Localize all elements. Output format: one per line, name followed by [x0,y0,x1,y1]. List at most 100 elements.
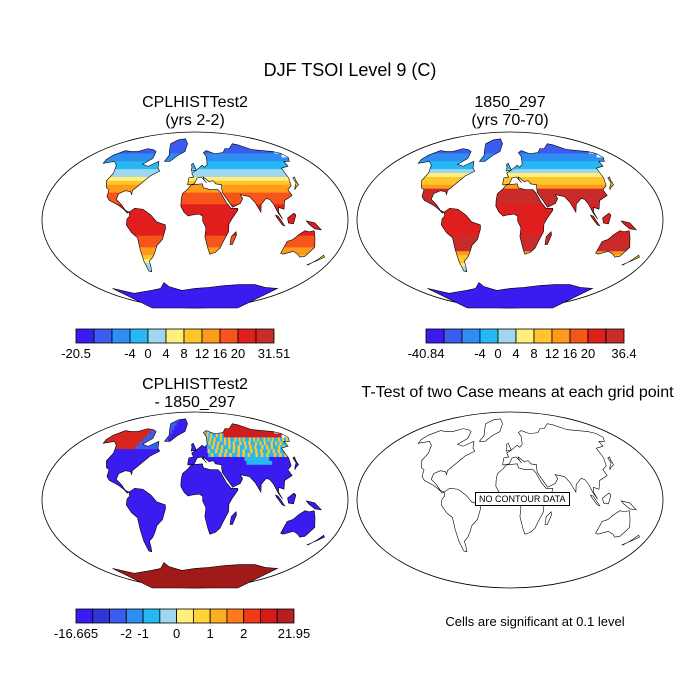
field-cell [132,184,137,190]
field-cell [113,200,118,205]
field-cell [147,173,151,178]
field-cell [557,145,560,151]
field-cell [467,169,471,174]
field-cell [431,165,435,170]
field-cell [204,235,209,241]
field-cell [222,216,227,221]
field-cell [281,173,285,178]
field-cell [469,165,473,170]
field-cell [121,161,125,166]
field-cell [429,157,432,162]
field-cell [165,290,168,295]
field-cell [221,231,226,237]
field-cell [147,165,151,170]
field-cell [214,176,218,182]
field-cell [203,149,207,155]
field-cell [296,239,300,245]
field-cell [206,306,209,308]
field-cell [124,173,128,178]
field-cell [221,200,225,205]
field-cell [128,161,132,166]
field-cell [541,157,544,162]
field-cell [223,153,227,159]
field-cell [228,161,232,166]
field-cell [494,138,496,143]
field-cell [134,176,138,182]
field-cell [200,286,204,291]
field-cell [181,138,184,143]
field-cell [129,153,133,159]
field-cell [131,153,135,159]
field-cell [139,149,142,155]
field-cell [307,247,312,252]
field-cell [175,306,177,308]
field-cell [202,165,206,170]
field-cell [221,306,223,308]
field-cell [180,138,183,143]
field-cell [214,239,219,245]
field-cell [586,153,590,159]
field-cell [228,165,232,170]
field-cell [204,165,208,170]
field-cell [117,180,122,186]
field-cell [127,188,132,194]
field-cell [275,157,279,162]
field-cell [555,145,558,151]
field-cell [202,294,206,299]
field-cell [254,286,257,291]
field-cell [164,302,167,307]
field-cell [192,302,195,307]
field-cell [301,247,306,252]
panel-1-title-line2: (yrs 2-2) [165,112,225,129]
field-cell [571,153,574,159]
field-cell [268,184,273,190]
field-cell [152,169,156,174]
field-cell [153,243,158,248]
field-cell [219,306,222,308]
field-cell [268,161,272,166]
field-cell [188,212,193,217]
field-cell [129,173,133,178]
field-cell [307,243,311,248]
field-cell [267,192,271,198]
panel-2-title: 1850_297 (yrs 70-70) [355,94,665,130]
field-cell [240,188,245,194]
coastline-britain [190,162,197,172]
field-cell [235,153,238,159]
field-cell [112,153,116,159]
field-cell [208,290,212,295]
field-cell [217,306,220,308]
field-cell [219,157,223,162]
field-cell [452,161,456,166]
field-cell [217,169,221,174]
field-cell [585,161,589,166]
field-cell [228,290,231,295]
field-cell [244,286,248,291]
field-cell [592,153,595,159]
field-cell [145,157,148,162]
field-cell [151,235,156,241]
field-cell [257,149,261,155]
field-cell [197,306,199,308]
field-cell [487,145,491,151]
field-cell [144,231,149,237]
field-cell [567,169,571,174]
field-cell [251,184,255,190]
field-cell [186,302,189,307]
field-cell [119,165,123,170]
field-cell [109,180,113,186]
field-cell [171,141,174,147]
field-cell [238,176,243,182]
field-cell [244,157,248,162]
field-cell [109,188,114,194]
field-cell [213,157,217,162]
field-cell [146,243,151,248]
field-cell [217,243,222,248]
field-cell [160,286,164,291]
field-cell [245,169,249,174]
field-cell [297,243,302,248]
field-cell [178,306,180,308]
field-cell [245,290,249,295]
field-cell [309,239,314,245]
field-cell [133,223,138,229]
